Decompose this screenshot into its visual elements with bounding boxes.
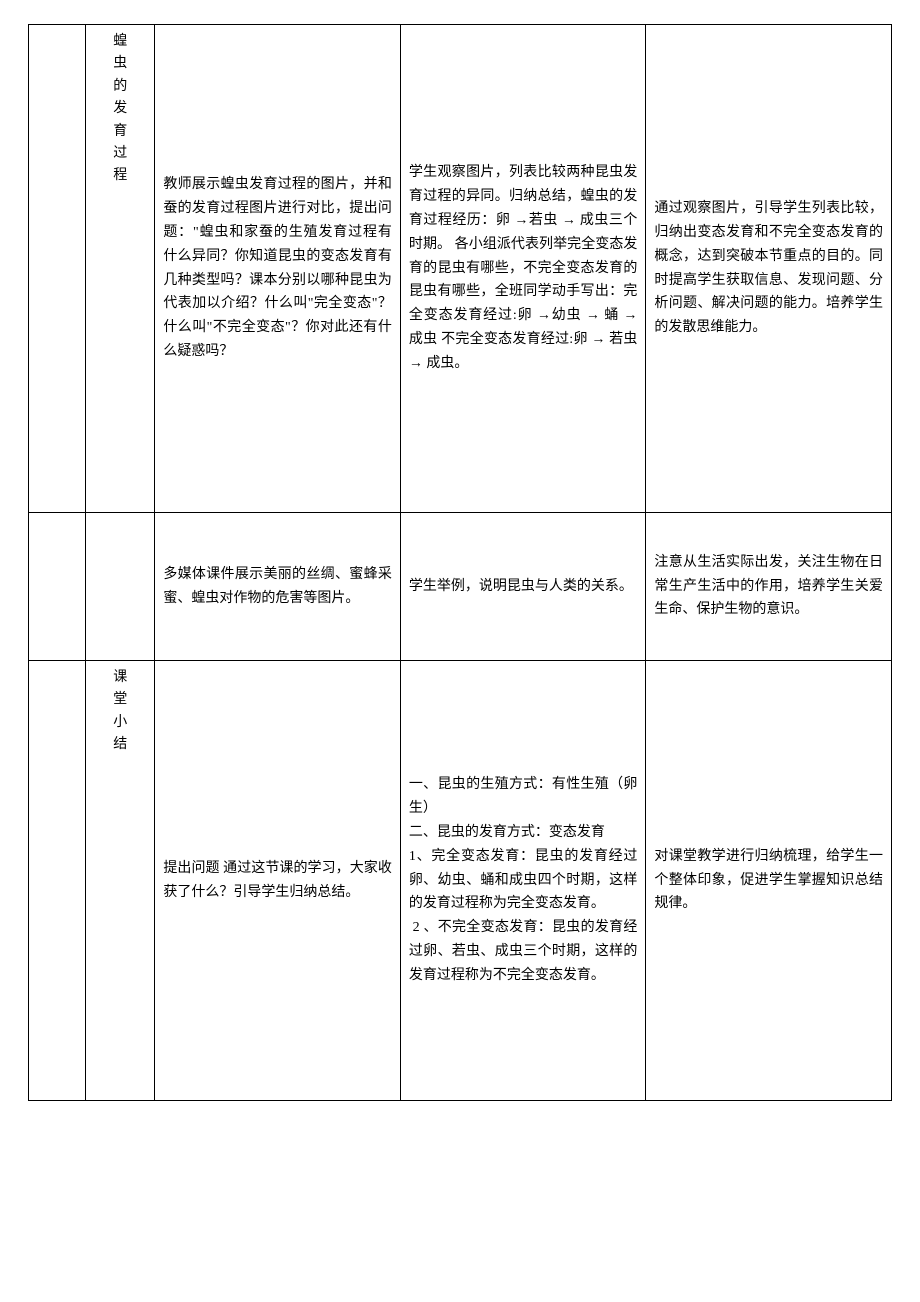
table-row: 多媒体课件展示美丽的丝绸、蜜蜂采蜜、蝗虫对作物的危害等图片。 学生举例，说明昆虫… xyxy=(29,513,892,661)
topic-cell: 蝗 虫 的 发 育 过 程 xyxy=(86,25,155,513)
design-intent-cell: 对课堂教学进行归纳梳理，给学生一个整体印象，促进学生掌握知识总结规律。 xyxy=(646,661,892,1101)
teacher-activity-cell: 提出问题 通过这节课的学习，大家收获了什么？引导学生归纳总结。 xyxy=(155,661,401,1101)
topic-cell xyxy=(86,513,155,661)
topic-char: 发 xyxy=(94,98,146,120)
design-intent-cell: 通过观察图片，引导学生列表比较，归纳出变态发育和不完全变态发育的概念，达到突破本… xyxy=(646,25,892,513)
student-activity-cell: 一、昆虫的生殖方式：有性生殖（卵生） 二、昆虫的发育方式：变态发育 1、完全变态… xyxy=(400,661,646,1101)
topic-cell: 课 堂 小 结 xyxy=(86,661,155,1101)
topic-char: 虫 xyxy=(94,53,146,75)
student-activity-cell: 学生观察图片，列表比较两种昆虫发育过程的异同。归纳总结，蝗虫的发育过程经历：卵 … xyxy=(400,25,646,513)
design-intent-cell: 注意从生活实际出发，关注生物在日常生产生活中的作用，培养学生关爱生命、保护生物的… xyxy=(646,513,892,661)
topic-char: 小 xyxy=(94,712,146,734)
topic-char: 育 xyxy=(94,121,146,143)
topic-char: 过 xyxy=(94,143,146,165)
section-cell xyxy=(29,513,86,661)
section-cell xyxy=(29,25,86,513)
lesson-plan-table: 蝗 虫 的 发 育 过 程 教师展示蝗虫发育过程的图片，并和蚕的发育过程图片进行… xyxy=(28,24,892,1101)
topic-char: 课 xyxy=(94,667,146,689)
topic-char: 堂 xyxy=(94,689,146,711)
topic-char: 结 xyxy=(94,734,146,756)
topic-char: 的 xyxy=(94,76,146,98)
teacher-activity-cell: 多媒体课件展示美丽的丝绸、蜜蜂采蜜、蝗虫对作物的危害等图片。 xyxy=(155,513,401,661)
student-activity-cell: 学生举例，说明昆虫与人类的关系。 xyxy=(400,513,646,661)
teacher-activity-cell: 教师展示蝗虫发育过程的图片，并和蚕的发育过程图片进行对比，提出问题："蝗虫和家蚕… xyxy=(155,25,401,513)
topic-char: 程 xyxy=(94,165,146,187)
section-cell xyxy=(29,661,86,1101)
table-row: 蝗 虫 的 发 育 过 程 教师展示蝗虫发育过程的图片，并和蚕的发育过程图片进行… xyxy=(29,25,892,513)
topic-char: 蝗 xyxy=(94,31,146,53)
table-row: 课 堂 小 结 提出问题 通过这节课的学习，大家收获了什么？引导学生归纳总结。 … xyxy=(29,661,892,1101)
